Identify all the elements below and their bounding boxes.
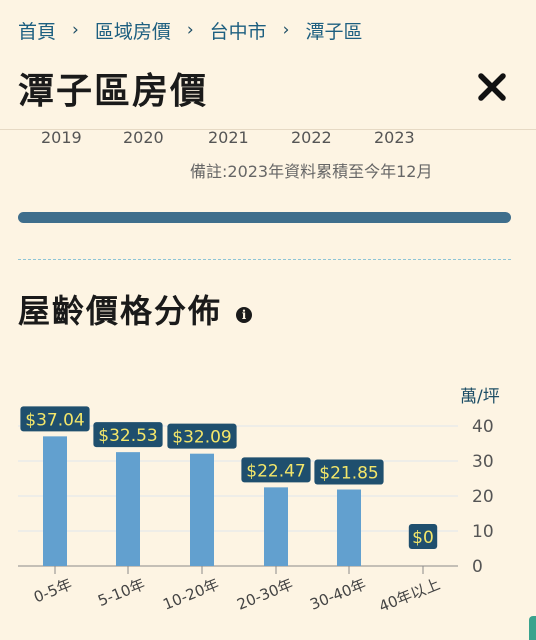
x-tick-label: 30-40年	[307, 575, 368, 614]
data-label-box	[408, 524, 438, 549]
breadcrumb-separator-icon: ›	[186, 20, 194, 40]
data-label-box	[241, 457, 311, 483]
data-label: $37.04	[25, 410, 84, 430]
data-label: $0	[412, 528, 434, 548]
x-tick-label: 40年以上	[376, 575, 442, 616]
age-price-bar-chart: 0 10 20 30 40 萬/坪 $37.04 0-5年 $32.53 5-10年 $32.09 1…	[18, 387, 500, 616]
header-divider	[0, 129, 536, 130]
data-label: $32.53	[98, 426, 157, 446]
year-axis: 2019 2020 2021 2022 2023	[0, 128, 536, 148]
data-label-box	[314, 459, 384, 485]
bar	[337, 489, 361, 566]
bar	[264, 487, 288, 566]
x-tick-label: 5-10年	[95, 575, 147, 610]
y-tick-label: 0	[472, 557, 483, 577]
y-axis-label: 萬/坪	[460, 387, 500, 407]
breadcrumb-district[interactable]: 潭子區	[305, 20, 363, 43]
info-icon[interactable]: i	[236, 307, 252, 323]
x-tick-label: 20-30年	[234, 575, 295, 614]
year-label: 2019	[41, 128, 82, 147]
breadcrumb-home[interactable]: 首頁	[18, 20, 57, 43]
chart-scrollbar[interactable]	[18, 212, 511, 223]
data-label: $21.85	[319, 464, 378, 484]
section-divider	[18, 259, 511, 260]
y-tick-label: 20	[472, 487, 494, 507]
x-tick-label: 0-5年	[31, 575, 74, 606]
year-label: 2021	[208, 128, 249, 147]
year-label: 2023	[374, 128, 415, 147]
side-tab-handle[interactable]	[529, 616, 536, 640]
page-title: 潭子區房價	[18, 71, 209, 112]
year-label: 2020	[123, 128, 164, 147]
close-icon[interactable]	[472, 68, 512, 108]
bar	[190, 453, 214, 566]
bar	[116, 452, 140, 566]
y-tick-label: 30	[472, 452, 494, 472]
section-title: 屋齡價格分佈	[18, 292, 223, 330]
data-note: 備註:2023年資料累積至今年12月	[190, 162, 433, 181]
breadcrumb-city[interactable]: 台中市	[209, 20, 267, 43]
breadcrumb-separator-icon: ›	[282, 20, 290, 40]
y-tick-label: 40	[472, 417, 494, 437]
breadcrumb: 首頁 › 區域房價 › 台中市 › 潭子區	[18, 14, 363, 46]
data-label-box	[20, 406, 90, 432]
y-tick-label: 10	[472, 522, 494, 542]
data-label: $22.47	[246, 461, 305, 481]
data-label-box	[167, 423, 237, 449]
x-tick-label: 10-20年	[160, 575, 221, 614]
data-label: $32.09	[172, 428, 231, 448]
bar	[43, 436, 67, 566]
breadcrumb-separator-icon: ›	[72, 20, 79, 40]
data-label-box	[93, 422, 163, 448]
year-label: 2022	[291, 128, 332, 147]
breadcrumb-region-prices[interactable]: 區域房價	[94, 20, 171, 43]
